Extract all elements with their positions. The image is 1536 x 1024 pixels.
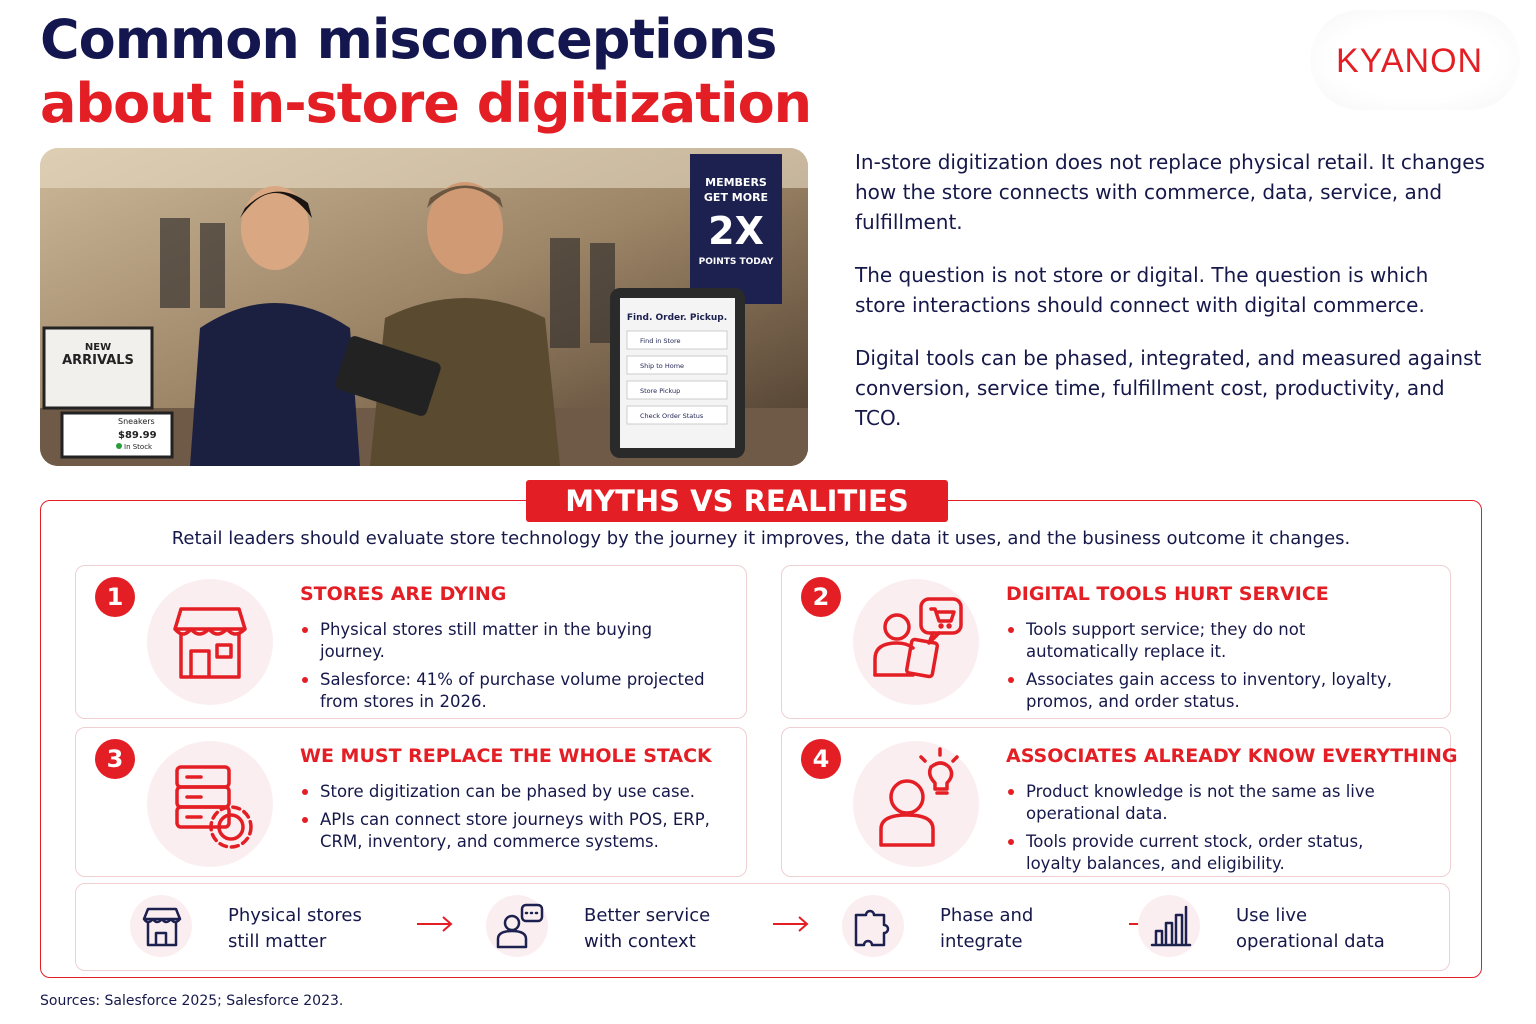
price-text: In Stock: [124, 443, 153, 451]
display-text: NEW: [85, 342, 111, 353]
myth-number: 1: [95, 577, 135, 617]
price-text: $89.99: [118, 430, 157, 441]
myth-icon: [853, 579, 979, 705]
myth-point: Associates gain access to inventory, loy…: [1006, 669, 1414, 713]
flow-icon: [842, 895, 904, 957]
logo-background: [1310, 10, 1520, 110]
intro-paragraph: Digital tools can be phased, integrated,…: [855, 346, 1482, 430]
sign-text: GET MORE: [704, 191, 768, 204]
myth-point: Physical stores still matter in the buyi…: [300, 619, 710, 663]
flow-bar: [75, 883, 1450, 971]
kiosk-button: Check Order Status: [640, 412, 704, 420]
myth-points: Tools support service; they do not autom…: [1006, 619, 1414, 719]
myth-title: STORES ARE DYING: [300, 583, 507, 605]
kiosk-button: Ship to Home: [640, 362, 684, 370]
myth-points: Physical stores still matter in the buyi…: [300, 619, 710, 719]
sign-text: MEMBERS: [705, 176, 767, 189]
myth-number: 4: [801, 739, 841, 779]
myth-icon: [853, 741, 979, 867]
sources: Sources: Salesforce 2025; Salesforce 202…: [40, 993, 344, 1009]
myth-point: Product knowledge is not the same as liv…: [1006, 781, 1414, 825]
logo: KYANON: [1336, 42, 1484, 80]
myth-point: Tools support service; they do not autom…: [1006, 619, 1414, 663]
section-title: MYTHS VS REALITIES: [526, 480, 948, 522]
sign-text: 2X: [708, 209, 764, 253]
flow-icon: [486, 895, 548, 957]
intro-paragraph: In-store digitization does not replace p…: [855, 150, 1485, 234]
myth-point: APIs can connect store journeys with POS…: [300, 809, 710, 853]
myth-points: Store digitization can be phased by use …: [300, 781, 710, 859]
myth-point: Tools provide current stock, order statu…: [1006, 831, 1414, 875]
flow-icon: [1138, 895, 1200, 957]
price-text: Sneakers: [118, 417, 155, 426]
myth-title: WE MUST REPLACE THE WHOLE STACK: [300, 745, 712, 767]
flow-text: Physical stores still matter: [228, 905, 362, 952]
kiosk-button: Store Pickup: [640, 387, 680, 395]
kiosk-button: Find in Store: [640, 337, 681, 345]
myth-number: 3: [95, 739, 135, 779]
kiosk-title: Find. Order. Pickup.: [627, 313, 727, 323]
myth-points: Product knowledge is not the same as liv…: [1006, 781, 1414, 881]
flow-text: Use live operational data: [1236, 905, 1385, 952]
myth-title: ASSOCIATES ALREADY KNOW EVERYTHING: [1006, 745, 1458, 767]
myth-icon: [147, 579, 273, 705]
title-line-1: Common misconceptions: [40, 8, 777, 71]
myth-title: DIGITAL TOOLS HURT SERVICE: [1006, 583, 1329, 605]
myth-point: Salesforce: 41% of purchase volume proje…: [300, 669, 710, 713]
flow-arrow: [415, 912, 455, 940]
flow-arrow: [771, 912, 811, 940]
sign-text: POINTS TODAY: [699, 257, 774, 267]
title-line-2: about in-store digitization: [40, 72, 812, 135]
intro: In-store digitization does not replace p…: [855, 147, 1485, 456]
flow-icon: [130, 895, 192, 957]
store-photo: MEMBERS GET MORE 2X POINTS TODAY NEW ARR…: [40, 148, 808, 466]
section-subtitle: Retail leaders should evaluate store tec…: [171, 528, 1351, 549]
flow-text: Better service with context: [584, 905, 711, 952]
myth-point: Store digitization can be phased by use …: [300, 781, 710, 803]
myth-icon: [147, 741, 273, 867]
flow-text: Phase and integrate: [940, 905, 1034, 952]
intro-paragraph: The question is not store or digital. Th…: [855, 263, 1429, 317]
myth-number: 2: [801, 577, 841, 617]
display-text: ARRIVALS: [62, 353, 134, 368]
